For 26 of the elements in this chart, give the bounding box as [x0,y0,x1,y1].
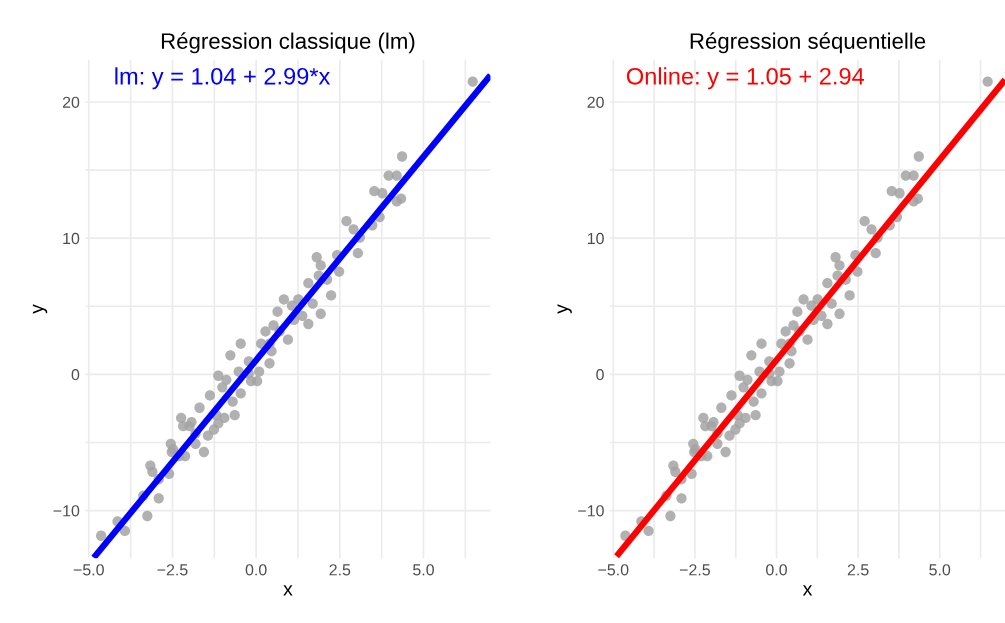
x-tick-label: 0.0 [245,564,267,576]
text: lm: y = 1.04 + 2.99*x [115,67,331,90]
x-tick-label: 0.0 [766,564,787,576]
y-tick-label: 20 [62,96,80,108]
x-axis-title: x [802,585,813,596]
x-tick-label: 2.5 [329,564,351,576]
y-axis-title: y [32,304,48,314]
y-tick-label: 20 [587,96,604,108]
x-tick-label: 5.0 [929,564,951,576]
chart-title: Régression classique (lm) [161,32,415,54]
y-axis-title: y [557,304,572,314]
y-tick-label: 10 [587,232,604,245]
y-tick-label: −10 [578,505,604,517]
x-tick-label: 5.0 [413,564,434,576]
y-tick-label: 10 [63,232,80,245]
y-tick-label: 0 [71,369,80,381]
chart-title: Régression séquentielle [690,32,926,54]
x-tick-label: −5.0 [598,564,629,576]
x-tick-label: −2.5 [157,564,188,576]
y-tick-label: −10 [53,505,80,517]
x-tick-label: 2.5 [847,564,869,576]
x-tick-label: −2.5 [679,564,710,576]
text: Online: y = 1.05 + 2.94 [626,67,865,90]
x-axis-title: x [283,585,293,596]
x-tick-label: −5.0 [73,564,104,576]
y-tick-label: 0 [596,369,604,381]
